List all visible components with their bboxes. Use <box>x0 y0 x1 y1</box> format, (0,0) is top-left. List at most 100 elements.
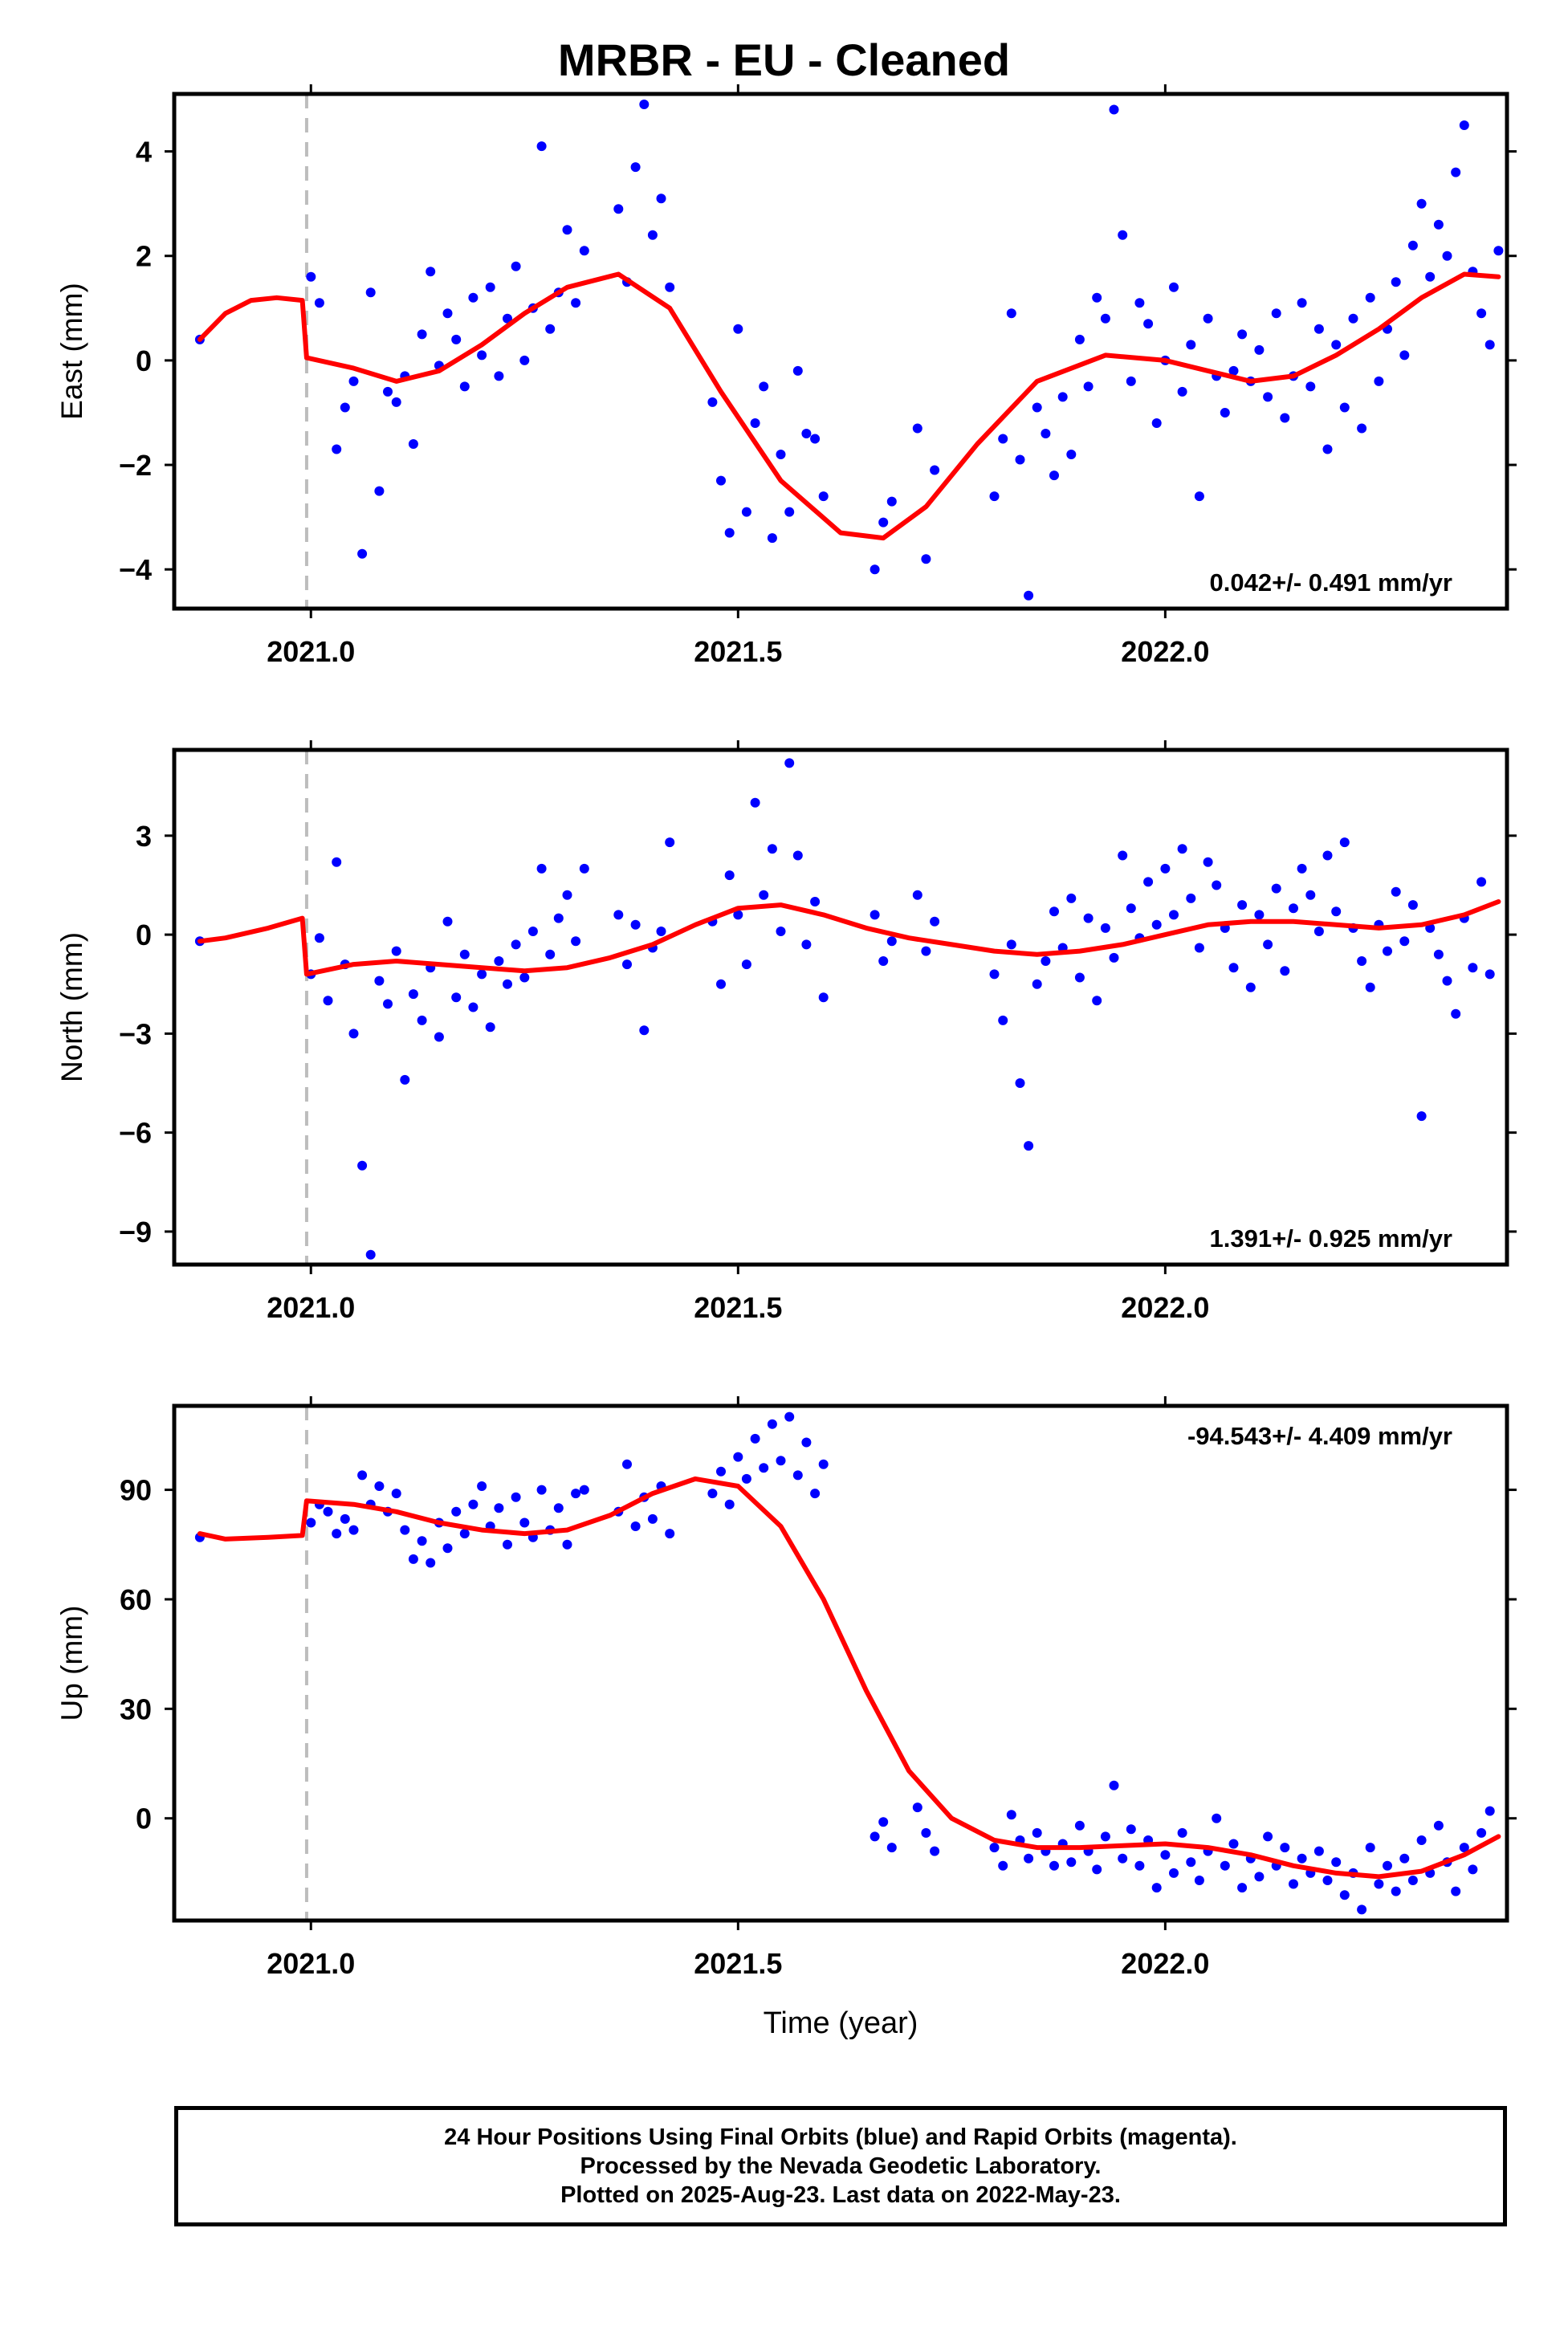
north-data-point <box>639 1025 650 1036</box>
east-y-tick-label: −2 <box>119 449 152 482</box>
east-data-point <box>1194 491 1204 502</box>
east-data-point <box>314 298 324 308</box>
east-data-point <box>1407 240 1418 251</box>
east-data-point <box>724 528 735 538</box>
north-data-point <box>477 969 487 980</box>
east-data-point <box>630 162 641 173</box>
north-data-point <box>1280 966 1290 976</box>
up-data-point <box>1357 1904 1367 1915</box>
up-data-point <box>630 1521 641 1531</box>
up-data-point <box>553 1503 564 1513</box>
up-data-point <box>1186 1857 1196 1868</box>
east-plot-bg <box>174 94 1507 609</box>
east-data-point <box>1092 292 1102 303</box>
east-data-point <box>1313 324 1324 334</box>
up-x-axis-label: Time (year) <box>764 2006 918 2040</box>
east-data-point <box>1476 308 1487 319</box>
up-data-point <box>442 1543 453 1554</box>
east-data-point <box>426 267 436 277</box>
north-data-point <box>759 890 769 900</box>
east-data-point <box>503 313 512 324</box>
up-data-point <box>400 1525 410 1535</box>
up-data-point <box>792 1470 803 1481</box>
east-data-point <box>442 308 453 319</box>
north-data-point <box>1006 939 1016 950</box>
east-data-point <box>1271 308 1281 319</box>
north-plot-bg <box>174 750 1507 1265</box>
north-data-point <box>1271 883 1281 894</box>
up-data-point <box>810 1489 821 1499</box>
up-data-point <box>1399 1853 1410 1864</box>
east-data-point <box>1331 340 1342 350</box>
east-data-point <box>332 444 342 454</box>
up-data-point <box>1228 1839 1239 1849</box>
east-data-point <box>1391 277 1401 287</box>
east-y-tick-label: 0 <box>136 344 152 377</box>
up-data-point <box>998 1860 1008 1871</box>
north-data-point <box>1109 952 1119 963</box>
north-data-point <box>503 979 512 989</box>
north-data-point <box>332 857 342 867</box>
up-data-point <box>391 1489 401 1499</box>
east-x-tick-label: 2022.0 <box>1121 635 1209 668</box>
east-data-point <box>1126 376 1136 386</box>
chart-title: MRBR - EU - Cleaned <box>557 35 1011 85</box>
north-data-point <box>536 863 547 874</box>
north-data-point <box>1391 886 1401 897</box>
north-data-point <box>400 1074 410 1085</box>
up-data-point <box>1331 1857 1342 1868</box>
up-data-point <box>1049 1860 1059 1871</box>
north-data-point <box>1160 863 1171 874</box>
east-data-point <box>647 230 658 240</box>
east-data-point <box>511 261 521 271</box>
north-data-point <box>1313 927 1324 936</box>
up-data-point <box>724 1499 735 1509</box>
north-data-point <box>527 927 538 936</box>
up-data-point <box>1493 0 1503 5</box>
north-data-point <box>665 837 675 848</box>
north-data-point <box>1083 913 1094 923</box>
footer-box: 24 Hour Positions Using Final Orbits (bl… <box>174 2106 1507 2226</box>
north-panel: 2021.0 2021.5 2022.0 −9 −6 −3 0 3 North (mm) 1.39… <box>55 740 1517 1324</box>
up-data-point <box>870 1831 880 1842</box>
north-data-point <box>1365 982 1375 992</box>
east-data-point <box>801 429 812 438</box>
north-x-tick-label: 2021.5 <box>694 1291 782 1324</box>
north-data-point <box>1476 877 1487 887</box>
up-data-point <box>459 1529 470 1539</box>
north-data-point <box>741 959 751 970</box>
up-x-tick-label: 2021.5 <box>694 1947 782 1980</box>
east-data-point <box>1451 167 1461 177</box>
north-data-point <box>1237 900 1248 910</box>
up-data-point <box>930 1846 940 1856</box>
north-data-point <box>801 939 812 950</box>
east-data-point <box>468 292 479 303</box>
up-data-point <box>1263 1831 1273 1842</box>
up-data-point <box>707 1489 718 1499</box>
up-data-point <box>1485 1806 1495 1816</box>
east-data-point <box>1399 350 1410 360</box>
north-data-point <box>408 989 418 1000</box>
east-data-point <box>1203 313 1213 324</box>
up-data-point <box>477 1481 487 1491</box>
east-data-point <box>750 418 760 428</box>
up-data-point <box>536 1485 547 1495</box>
up-data-point <box>1024 1853 1034 1864</box>
north-data-point <box>1186 893 1196 903</box>
up-data-point <box>665 1529 675 1539</box>
east-data-point <box>1186 340 1196 350</box>
north-data-point <box>511 939 521 950</box>
up-data-point <box>1134 1860 1145 1871</box>
north-data-point <box>545 949 556 959</box>
up-data-point <box>1383 1860 1392 1871</box>
up-data-point <box>716 1466 726 1477</box>
east-data-point <box>1177 386 1187 397</box>
east-data-point <box>1433 219 1444 230</box>
east-data-point <box>571 298 581 308</box>
up-data-point <box>733 1452 743 1462</box>
up-data-point <box>1254 1872 1265 1882</box>
east-data-point <box>870 564 880 575</box>
east-data-point <box>733 324 743 334</box>
north-data-point <box>1015 1078 1025 1088</box>
up-data-point <box>1374 1879 1384 1889</box>
